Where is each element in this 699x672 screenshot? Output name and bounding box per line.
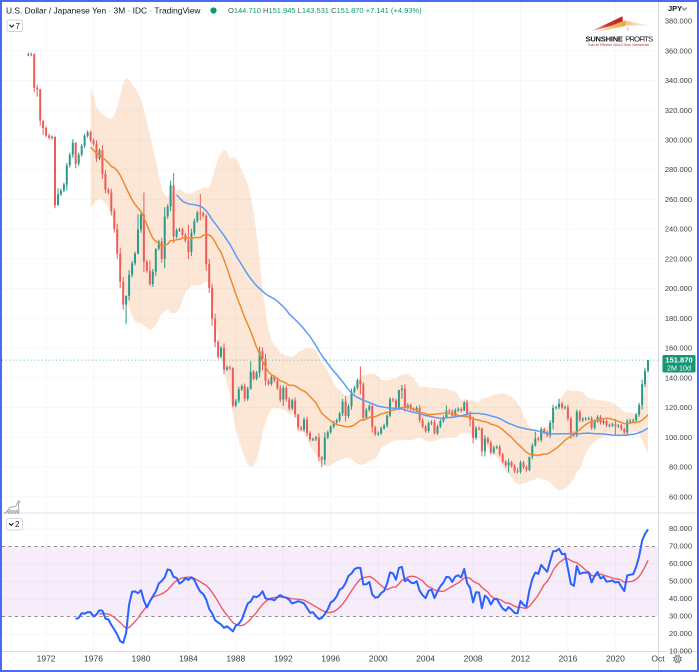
- svg-text:2016: 2016: [558, 654, 577, 664]
- svg-text:240.000: 240.000: [665, 225, 692, 234]
- svg-text:PROFITS: PROFITS: [625, 35, 653, 44]
- svg-text:2008: 2008: [464, 654, 483, 664]
- svg-text:340.000: 340.000: [665, 76, 692, 85]
- svg-text:10.000: 10.000: [669, 647, 692, 656]
- svg-text:260.000: 260.000: [665, 195, 692, 204]
- svg-text:60.000: 60.000: [669, 559, 692, 568]
- svg-text:100.000: 100.000: [665, 433, 692, 442]
- svg-text:180.000: 180.000: [665, 314, 692, 323]
- svg-text:30.000: 30.000: [669, 612, 692, 621]
- svg-text:2: 2: [15, 520, 20, 529]
- svg-text:7: 7: [16, 22, 21, 31]
- svg-text:2M 10d: 2M 10d: [667, 364, 691, 373]
- svg-text:1980: 1980: [132, 654, 151, 664]
- svg-text:200.000: 200.000: [665, 284, 692, 293]
- svg-text:JPY: JPY: [668, 4, 682, 13]
- svg-text:U.S. Dollar / Japanese Yen · 3: U.S. Dollar / Japanese Yen · 3M · IDC · …: [6, 5, 201, 15]
- svg-text:20.000: 20.000: [669, 629, 692, 638]
- svg-text:1992: 1992: [274, 654, 293, 664]
- svg-text:50.000: 50.000: [669, 577, 692, 586]
- svg-text:320.000: 320.000: [665, 106, 692, 115]
- svg-text:140.000: 140.000: [665, 373, 692, 382]
- svg-text:2012: 2012: [511, 654, 530, 664]
- svg-text:SUNSHINE: SUNSHINE: [586, 35, 624, 44]
- svg-text:1984: 1984: [179, 654, 198, 664]
- svg-text:80.000: 80.000: [669, 524, 692, 533]
- svg-text:160.000: 160.000: [665, 344, 692, 353]
- svg-text:80.000: 80.000: [669, 463, 692, 472]
- svg-text:60.000: 60.000: [669, 492, 692, 501]
- svg-text:Oct: Oct: [651, 654, 665, 664]
- svg-text:151.870: 151.870: [665, 355, 692, 364]
- svg-text:1996: 1996: [321, 654, 340, 664]
- svg-text:1988: 1988: [226, 654, 245, 664]
- svg-text:O144.710 H151.945 L143.531 C15: O144.710 H151.945 L143.531 C151.870 +7.1…: [228, 6, 422, 15]
- svg-text:40.000: 40.000: [669, 594, 692, 603]
- svg-text:220.000: 220.000: [665, 254, 692, 263]
- svg-text:380.000: 380.000: [665, 17, 692, 26]
- svg-text:2020: 2020: [606, 654, 625, 664]
- svg-text:1972: 1972: [37, 654, 56, 664]
- svg-text:120.000: 120.000: [665, 403, 692, 412]
- svg-text:360.000: 360.000: [665, 46, 692, 55]
- svg-text:Tools for Effective Gold & Sil: Tools for Effective Gold & Silver Invest…: [588, 43, 650, 47]
- svg-text:300.000: 300.000: [665, 136, 692, 145]
- svg-text:2000: 2000: [369, 654, 388, 664]
- svg-text:280.000: 280.000: [665, 165, 692, 174]
- svg-text:2004: 2004: [416, 654, 435, 664]
- svg-text:70.000: 70.000: [669, 542, 692, 551]
- svg-text:1976: 1976: [84, 654, 103, 664]
